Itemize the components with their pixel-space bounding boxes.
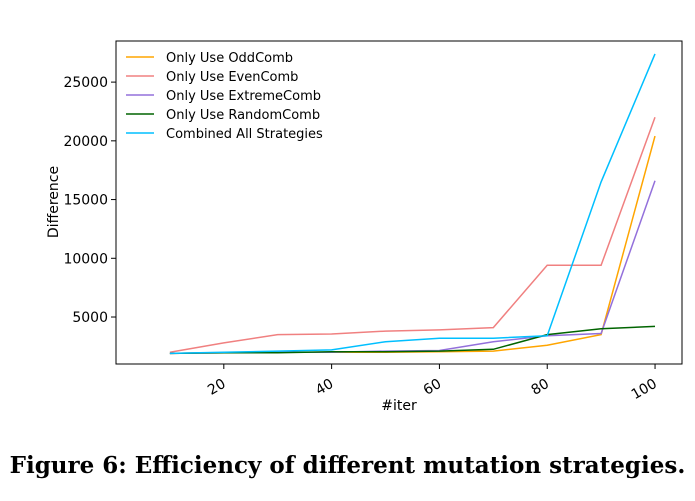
series-lines: [169, 53, 656, 355]
x-tick-label: 100: [629, 376, 660, 403]
series-line-5: [169, 53, 656, 355]
legend-label-5: Combined All Strategies: [166, 127, 323, 142]
legend-label-1: Only Use OddComb: [166, 51, 293, 66]
y-tick-label: 10000: [63, 251, 108, 267]
legend-label-4: Only Use RandomComb: [166, 108, 320, 123]
x-tick-label: 40: [313, 376, 336, 399]
y-axis-title: Difference: [46, 166, 62, 238]
line-chart: 20 40 60 80 100 5000 10000 15000 20000 25000 #it…: [46, 40, 683, 414]
plot-area-frame: [115, 40, 683, 365]
y-tick-label: 5000: [72, 310, 108, 326]
y-tick-label: 20000: [63, 134, 108, 150]
y-tick-label: 15000: [63, 193, 108, 209]
legend-label-2: Only Use EvenComb: [166, 70, 298, 85]
series-line-2: [169, 117, 656, 354]
x-tick-label: 80: [529, 376, 552, 399]
series-line-1: [169, 135, 656, 355]
figure-caption: Figure 6: Efficiency of different mutati…: [9, 452, 686, 479]
x-axis-title: #iter: [381, 398, 417, 414]
series-line-4: [169, 325, 656, 355]
x-tick-label: 20: [205, 376, 228, 399]
legend-label-3: Only Use ExtremeComb: [166, 89, 321, 104]
legend: Only Use OddComb Only Use EvenComb Only Us…: [126, 51, 323, 142]
series-line-3: [169, 180, 656, 355]
x-tick-label: 60: [421, 376, 444, 399]
y-tick-label: 25000: [63, 75, 108, 91]
y-axis-ticks: 5000 10000 15000 20000 25000: [63, 75, 116, 326]
x-axis-ticks: 20 40 60 80 100: [205, 364, 660, 403]
